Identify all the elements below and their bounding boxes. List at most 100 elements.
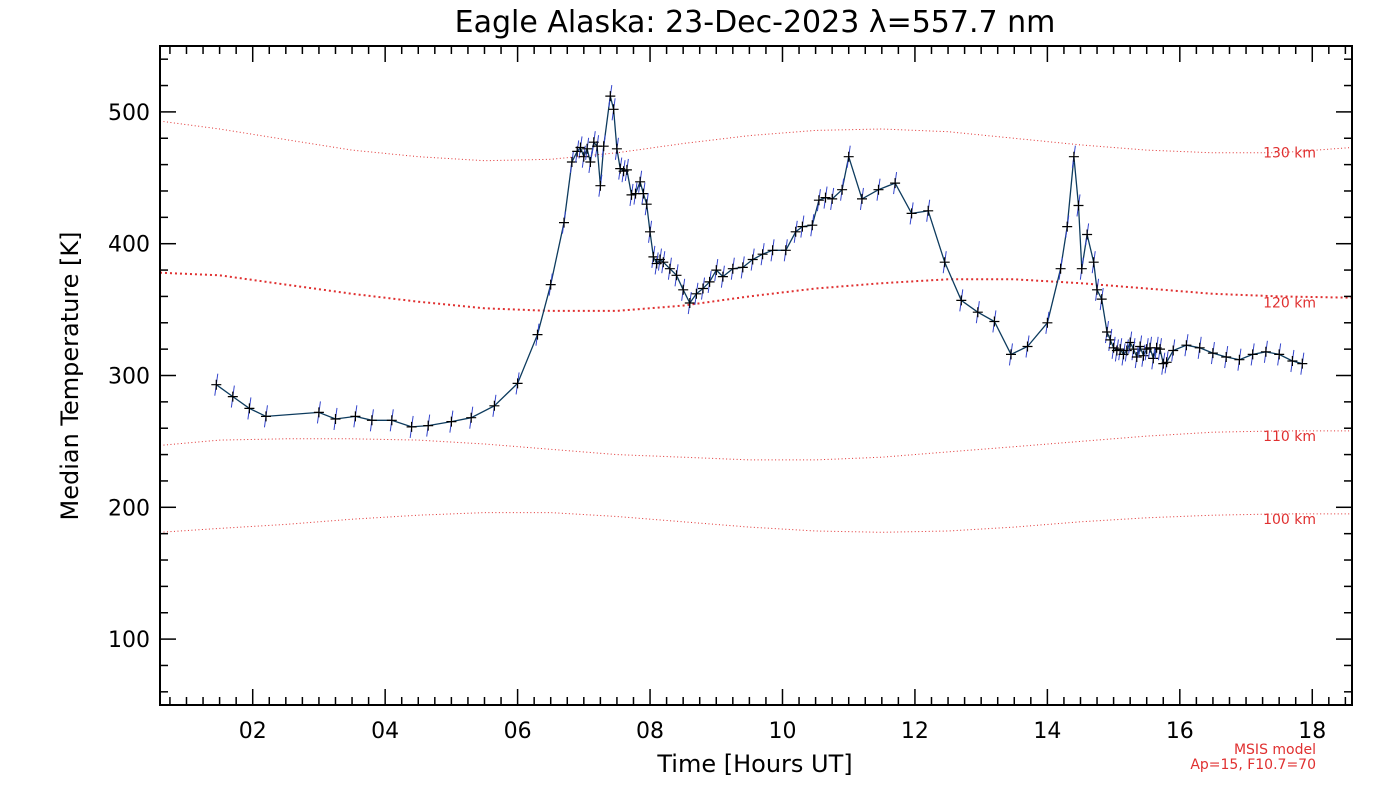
data-point [857,193,867,204]
x-tick-label: 04 [371,719,399,744]
data-point [350,411,361,422]
msis-label-130-km: 130 km [1263,146,1316,162]
data-point [1247,349,1258,360]
data-point [386,415,397,426]
y-tick-label: 400 [108,233,150,258]
data-point [406,421,417,432]
msis-params-note: Ap=15, F10.7=70 [1190,757,1316,773]
data-point [727,263,738,274]
x-tick-label: 14 [1033,719,1061,744]
y-tick-label: 500 [108,101,150,126]
data-point [1148,353,1159,364]
chart-title: Eagle Alaska: 23-Dec-2023 λ=557.7 nm [455,5,1056,40]
data-point [1128,344,1139,355]
data-point [1221,352,1232,362]
data-point [1096,294,1107,305]
data-point [843,151,854,162]
data-point [1068,151,1079,162]
data-point [423,420,434,431]
data-point [1121,345,1132,356]
data-point [1260,346,1271,357]
msis-label-100-km: 100 km [1263,512,1316,528]
data-point [1006,349,1016,360]
data-point [1088,257,1099,268]
x-tick-label: 02 [239,719,267,744]
data-point [227,391,238,402]
msis-model-note: MSIS model [1234,742,1316,758]
data-point [1297,358,1308,369]
msis-curves: 130 km 120 km 110 km 100 km [159,120,1353,533]
data-point [1135,341,1146,352]
data-point [813,195,824,206]
data-point [873,184,884,195]
data-point [1076,263,1087,274]
data-point [1082,229,1093,240]
data-point [1274,349,1285,360]
data-point [678,284,689,295]
data-point [704,276,715,287]
data-point [641,199,652,210]
axes: 02 04 06 08 10 12 14 16 18 100 200 300 400 500 [108,45,1353,744]
data-point [890,178,901,189]
data-point [605,91,616,102]
data-point [595,180,606,191]
data-point [939,257,950,268]
y-axis-label: Median Temperature [K] [56,231,84,520]
data-point [767,245,778,256]
data-point [575,142,586,153]
data-point [671,270,682,281]
data-point [582,143,593,154]
data-point [797,221,808,232]
data-point [1207,348,1218,359]
data-point [1055,263,1066,274]
data-point [711,265,722,276]
data-point [638,188,649,199]
data-point [1234,354,1245,365]
data-point [313,407,324,418]
data-point [466,412,477,423]
data-point [489,400,500,411]
data-point [446,416,457,427]
data-point [737,262,748,273]
data-point [658,257,669,268]
data-point [906,208,917,219]
x-tick-label: 16 [1166,719,1194,744]
data-point [211,379,222,390]
data-point [972,307,983,318]
data-point [608,104,619,115]
data-point [621,164,632,175]
data-point [1073,200,1084,211]
msis-curve-120-km [159,271,1353,312]
data-point [1042,317,1053,328]
data-point [261,411,271,422]
data-point [790,226,801,237]
x-tick-label: 06 [504,719,532,744]
data-point [827,193,838,204]
x-tick-label: 18 [1298,719,1326,744]
data-point [1022,341,1033,352]
msis-label-120-km: 120 km [1263,296,1316,312]
data-point [747,254,758,265]
msis-curve-130-km [159,120,1353,162]
data-point [1105,334,1116,345]
x-tick-label: 08 [636,719,664,744]
data-point [1131,352,1142,362]
data-point [598,141,609,152]
data-point [698,283,708,294]
data-point [1181,340,1192,351]
data-point [1102,327,1112,337]
data-point [559,217,569,228]
data-point [635,176,646,187]
data-point [956,295,967,306]
data-point [684,298,695,308]
data-point [1161,357,1172,368]
plot-frame [159,45,1353,706]
data-point [585,157,596,167]
msis-curve-110-km [159,430,1352,461]
data-point [717,271,728,282]
data-point [1092,284,1102,295]
data-point [1125,337,1136,348]
data-point [807,220,818,231]
data-point [1138,350,1149,361]
